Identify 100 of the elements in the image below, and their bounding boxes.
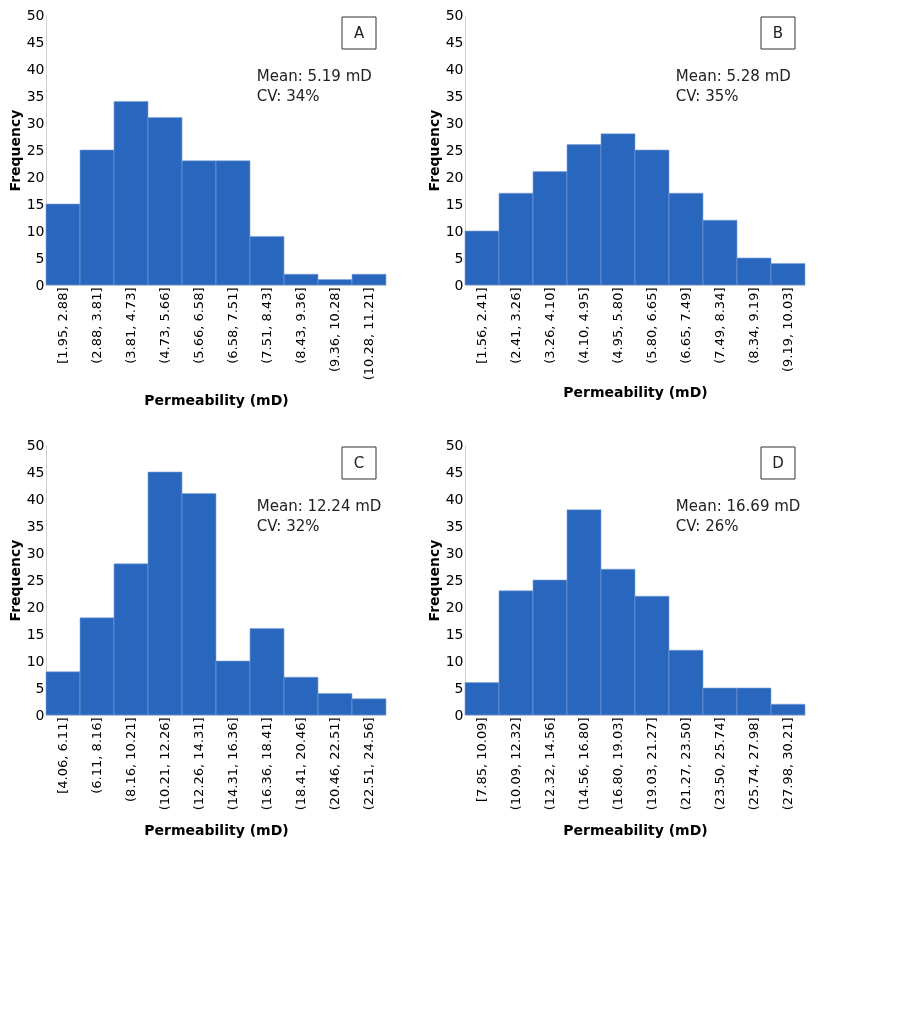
x-tick-label: (3.26, 4.10] [542,287,557,364]
x-tick-label: [1.56, 2.41] [474,287,489,364]
y-tick-label: 25 [26,141,45,158]
y-tick-label: 0 [454,706,464,723]
y-tick-label: 25 [445,571,464,588]
y-tick-label: 0 [454,276,464,293]
text: A [353,24,365,42]
y-tick-label: 50 [26,6,45,23]
x-tick-label: [7.85, 10.09] [474,717,489,803]
annotation: CV: 26% [675,517,739,535]
y-tick-label: 50 [445,436,464,453]
annotation: Mean: 5.19 mD [256,67,372,85]
x-tick-label: (8.34, 9.19] [746,287,761,364]
y-tick-label: 20 [26,168,45,185]
x-tick-label: (2.41, 3.26] [508,287,523,364]
y-tick-label: 30 [445,544,464,561]
x-tick-label: (16.36, 18.41] [259,717,274,811]
y-tick-label: 5 [454,249,464,266]
y-tick-label: 15 [445,625,464,642]
x-tick-label: (4.95, 5.80] [610,287,625,364]
y-tick-label: 40 [26,490,45,507]
y-tick-label: 30 [26,114,45,131]
y-tick-label: 45 [26,33,45,50]
y-tick-label: 45 [445,33,464,50]
x-tick-label: (10.21, 12.26] [157,717,172,811]
x-axis-title: Permeability (mD) [563,384,708,401]
y-tick-label: 50 [445,6,464,23]
y-tick-label: 10 [445,652,464,669]
text: B [772,24,784,42]
x-tick-label: (9.19, 10.03] [780,287,795,373]
x-tick-label: (23.50, 25.74] [712,717,727,811]
y-tick-label: 10 [26,222,45,239]
x-axis-title: Permeability (mD) [144,822,289,839]
y-tick-label: 10 [445,222,464,239]
x-tick-label: (4.10, 4.95] [576,287,591,364]
annotation: CV: 32% [256,517,320,535]
y-axis-title: Frequency [6,109,23,192]
y-axis-title: Frequency [425,109,442,192]
x-tick-label: (5.80, 6.65] [644,287,659,364]
x-tick-label: (9.36, 10.28] [327,287,342,373]
y-tick-label: 5 [454,679,464,696]
y-tick-label: 0 [35,706,45,723]
x-tick-label: (25.74, 27.98] [746,717,761,811]
y-tick-label: 50 [26,436,45,453]
y-tick-label: 40 [26,60,45,77]
y-tick-label: 45 [445,463,464,480]
x-tick-label: (18.41, 20.46] [293,717,308,811]
annotation: Mean: 16.69 mD [675,497,801,515]
y-tick-label: 30 [26,544,45,561]
x-tick-label: (22.51, 24.56] [361,717,376,811]
x-tick-label: (16.80, 19.03] [610,717,625,811]
x-axis-title: Permeability (mD) [144,392,289,409]
x-tick-label: (14.31, 16.36] [225,717,240,811]
y-tick-label: 20 [26,598,45,615]
x-tick-label: [1.95, 2.88] [55,287,70,364]
y-tick-label: 35 [445,517,464,534]
x-tick-label: (4.73, 5.66] [157,287,172,364]
y-tick-label: 15 [26,195,45,212]
x-tick-label: (12.26, 14.31] [191,717,206,811]
text: C [353,454,365,472]
x-tick-label: [4.06, 6.11] [55,717,70,794]
x-tick-label: (2.88, 3.81] [89,287,104,364]
y-tick-label: 35 [26,87,45,104]
x-tick-label: (14.56, 16.80] [576,717,591,811]
x-tick-label: (8.16, 10.21] [123,717,138,803]
x-tick-label: (6.11, 8.16] [89,717,104,794]
annotation: Mean: 12.24 mD [256,497,382,515]
x-axis-title: Permeability (mD) [563,822,708,839]
y-tick-label: 0 [35,276,45,293]
x-tick-label: (19.03, 21.27] [644,717,659,811]
y-tick-label: 25 [445,141,464,158]
annotation: CV: 35% [675,87,739,105]
y-tick-label: 5 [35,249,45,266]
y-tick-label: 40 [445,490,464,507]
x-tick-label: (5.66, 6.58] [191,287,206,364]
x-tick-label: (6.58, 7.51] [225,287,240,364]
y-tick-label: 15 [445,195,464,212]
x-tick-label: (12.32, 14.56] [542,717,557,811]
x-tick-label: (10.28, 11.21] [361,287,376,381]
x-tick-label: (20.46, 22.51] [327,717,342,811]
x-tick-label: (8.43, 9.36] [293,287,308,364]
x-tick-label: (6.65, 7.49] [678,287,693,364]
y-tick-label: 10 [26,652,45,669]
y-axis-title: Frequency [6,539,23,622]
y-tick-label: 40 [445,60,464,77]
x-tick-label: (10.09, 12.32] [508,717,523,811]
x-tick-label: (21.27, 23.50] [678,717,693,811]
text: D [772,454,784,472]
x-tick-label: (27.98, 30.21] [780,717,795,811]
y-tick-label: 30 [445,114,464,131]
x-tick-label: (7.51, 8.43] [259,287,274,364]
y-tick-label: 15 [26,625,45,642]
y-tick-label: 20 [445,168,464,185]
y-tick-label: 35 [26,517,45,534]
annotation: Mean: 5.28 mD [675,67,791,85]
x-tick-label: (3.81, 4.73] [123,287,138,364]
annotation: CV: 34% [256,87,320,105]
y-tick-label: 35 [445,87,464,104]
y-axis-title: Frequency [425,539,442,622]
y-tick-label: 20 [445,598,464,615]
